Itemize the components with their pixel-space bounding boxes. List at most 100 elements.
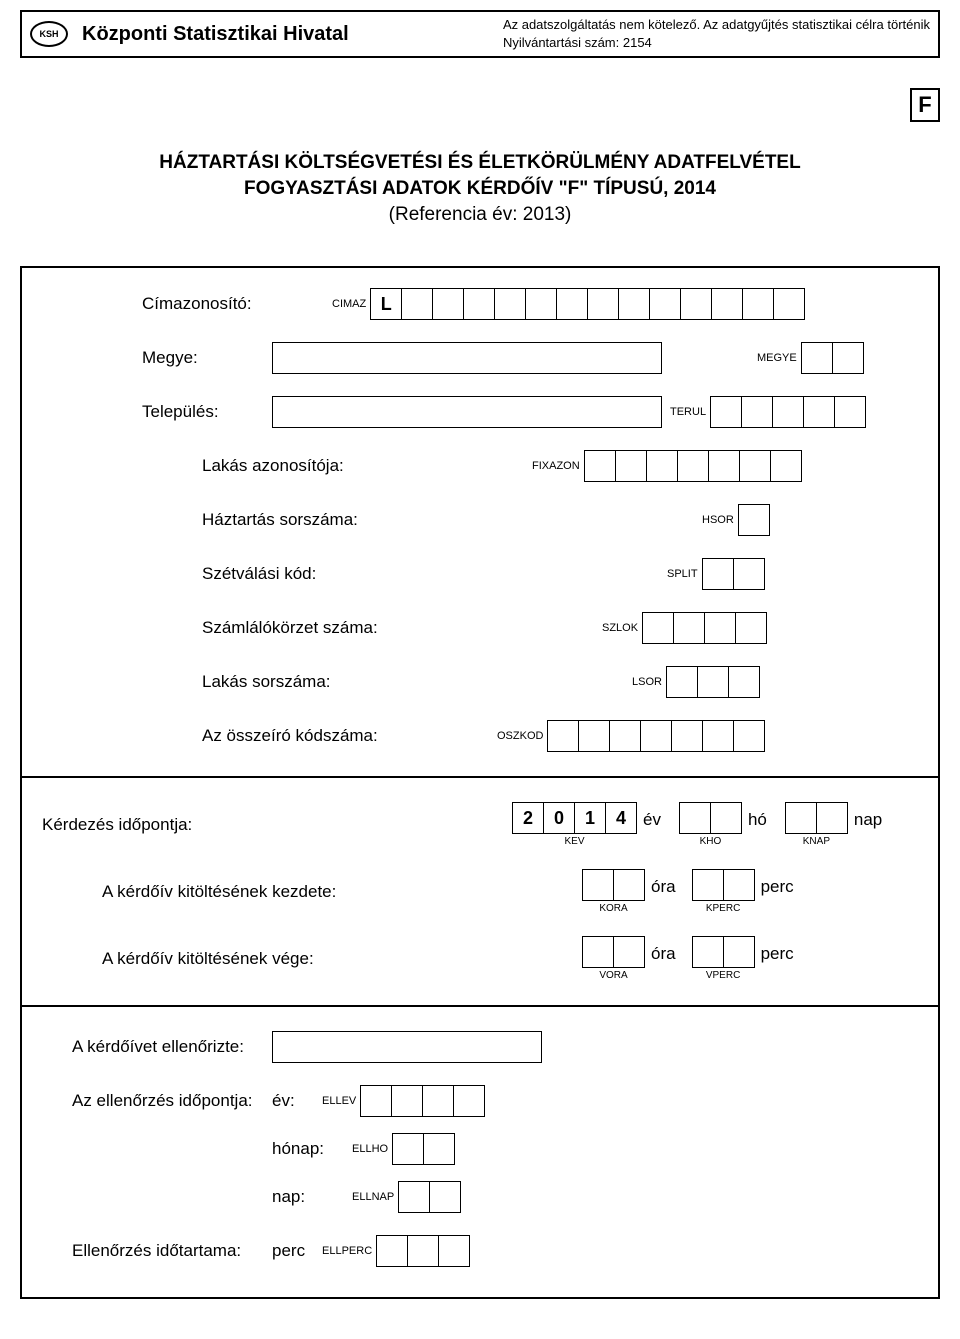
cimazonosito-cell-8[interactable] xyxy=(618,288,650,320)
osszeiro-cell-6[interactable] xyxy=(733,720,765,752)
szamlalo-cell-2[interactable] xyxy=(704,612,736,644)
szamlalo-cells[interactable] xyxy=(642,612,767,644)
vora-cells[interactable] xyxy=(582,936,645,968)
osszeiro-cells[interactable] xyxy=(547,720,765,752)
ellnap-cells[interactable] xyxy=(398,1181,461,1213)
day-cell-1[interactable] xyxy=(816,802,848,834)
ellenor-label: A kérdőívet ellenőrizte: xyxy=(72,1037,272,1057)
szamlalo-cell-0[interactable] xyxy=(642,612,674,644)
lakas-azon-label: Lakás azonosítója: xyxy=(202,456,532,476)
day-cells[interactable] xyxy=(785,802,848,834)
ellho-cells[interactable] xyxy=(392,1133,455,1165)
kora-cell-0[interactable] xyxy=(582,869,614,901)
szamlalo-cell-3[interactable] xyxy=(735,612,767,644)
timing-block: Kérdezés időpontja: 2 0 1 4 KEV év KHO h… xyxy=(20,776,940,1007)
telepules-input[interactable] xyxy=(272,396,662,428)
ellho-cell-0[interactable] xyxy=(392,1133,424,1165)
szamlalo-cell-1[interactable] xyxy=(673,612,705,644)
vperc-cell-0[interactable] xyxy=(692,936,724,968)
ev-label: év xyxy=(643,810,661,830)
ellev-cell-0[interactable] xyxy=(360,1085,392,1117)
megye-cells[interactable] xyxy=(801,342,864,374)
szetvalasi-cells[interactable] xyxy=(702,558,765,590)
megye-input[interactable] xyxy=(272,342,662,374)
ellev-cells[interactable] xyxy=(360,1085,485,1117)
lakas-azon-cell-3[interactable] xyxy=(677,450,709,482)
osszeiro-cell-1[interactable] xyxy=(578,720,610,752)
month-cell-1[interactable] xyxy=(710,802,742,834)
osszeiro-cell-3[interactable] xyxy=(640,720,672,752)
telepules-cells[interactable] xyxy=(710,396,866,428)
kora-cells[interactable] xyxy=(582,869,645,901)
cimazonosito-cell-6[interactable] xyxy=(556,288,588,320)
haztartas-cells[interactable] xyxy=(738,504,770,536)
kora-cell-1[interactable] xyxy=(613,869,645,901)
row-vege: A kérdőív kitöltésének vége: VORA óra VP… xyxy=(42,936,918,981)
title-line-3: (Referencia év: 2013) xyxy=(20,204,940,226)
telepules-cell-0[interactable] xyxy=(710,396,742,428)
cimazonosito-cell-13[interactable] xyxy=(773,288,805,320)
ellperc-cell-2[interactable] xyxy=(438,1235,470,1267)
telepules-cell-3[interactable] xyxy=(803,396,835,428)
szamlalo-code: SZLOK xyxy=(602,622,638,634)
osszeiro-cell-5[interactable] xyxy=(702,720,734,752)
cimazonosito-cell-11[interactable] xyxy=(711,288,743,320)
kperc-cells[interactable] xyxy=(692,869,755,901)
ellperc-cells[interactable] xyxy=(376,1235,470,1267)
ellev-cell-2[interactable] xyxy=(422,1085,454,1117)
cimazonosito-cell-10[interactable] xyxy=(680,288,712,320)
lakas-azon-cell-5[interactable] xyxy=(739,450,771,482)
lakas-azon-cell-6[interactable] xyxy=(770,450,802,482)
cimazonosito-cell-12[interactable] xyxy=(742,288,774,320)
vperc-cells[interactable] xyxy=(692,936,755,968)
vora-cell-0[interactable] xyxy=(582,936,614,968)
osszeiro-cell-0[interactable] xyxy=(547,720,579,752)
vora-cell-1[interactable] xyxy=(613,936,645,968)
telepules-cell-2[interactable] xyxy=(772,396,804,428)
lakas-azon-cells[interactable] xyxy=(584,450,802,482)
vperc-cell-1[interactable] xyxy=(723,936,755,968)
lakas-azon-cell-1[interactable] xyxy=(615,450,647,482)
lakas-azon-cell-0[interactable] xyxy=(584,450,616,482)
telepules-cell-4[interactable] xyxy=(834,396,866,428)
lakas-sor-cells[interactable] xyxy=(666,666,760,698)
cimazonosito-cell-2[interactable] xyxy=(432,288,464,320)
cimazonosito-cell-5[interactable] xyxy=(525,288,557,320)
form-type-badge: F xyxy=(910,88,940,122)
ellenor-input[interactable] xyxy=(272,1031,542,1063)
lakas-sor-cell-2[interactable] xyxy=(728,666,760,698)
megye-cell-0[interactable] xyxy=(801,342,833,374)
lakas-sor-cell-0[interactable] xyxy=(666,666,698,698)
szetvalasi-cell-0[interactable] xyxy=(702,558,734,590)
cimazonosito-cell-4[interactable] xyxy=(494,288,526,320)
ellnap-cell-0[interactable] xyxy=(398,1181,430,1213)
cimazonosito-cell-3[interactable] xyxy=(463,288,495,320)
osszeiro-cell-4[interactable] xyxy=(671,720,703,752)
row-ell-ho: hónap: ELLHO xyxy=(42,1133,918,1165)
cimazonosito-cell-7[interactable] xyxy=(587,288,619,320)
kperc-cell-1[interactable] xyxy=(723,869,755,901)
ellev-cell-1[interactable] xyxy=(391,1085,423,1117)
lakas-azon-cell-4[interactable] xyxy=(708,450,740,482)
telepules-cell-1[interactable] xyxy=(741,396,773,428)
telepules-label: Település: xyxy=(142,402,272,422)
day-cell-0[interactable] xyxy=(785,802,817,834)
ellnap-cell-1[interactable] xyxy=(429,1181,461,1213)
ellev-cell-3[interactable] xyxy=(453,1085,485,1117)
ellperc-cell-0[interactable] xyxy=(376,1235,408,1267)
kperc-cell-0[interactable] xyxy=(692,869,724,901)
haztartas-cell-0[interactable] xyxy=(738,504,770,536)
cimazonosito-cell-0[interactable]: L xyxy=(370,288,402,320)
cimazonosito-cells[interactable]: L xyxy=(370,288,805,320)
month-cell-0[interactable] xyxy=(679,802,711,834)
month-cells[interactable] xyxy=(679,802,742,834)
lakas-azon-cell-2[interactable] xyxy=(646,450,678,482)
szetvalasi-cell-1[interactable] xyxy=(733,558,765,590)
lakas-sor-cell-1[interactable] xyxy=(697,666,729,698)
ellperc-cell-1[interactable] xyxy=(407,1235,439,1267)
osszeiro-cell-2[interactable] xyxy=(609,720,641,752)
ellho-cell-1[interactable] xyxy=(423,1133,455,1165)
cimazonosito-cell-9[interactable] xyxy=(649,288,681,320)
cimazonosito-cell-1[interactable] xyxy=(401,288,433,320)
megye-cell-1[interactable] xyxy=(832,342,864,374)
